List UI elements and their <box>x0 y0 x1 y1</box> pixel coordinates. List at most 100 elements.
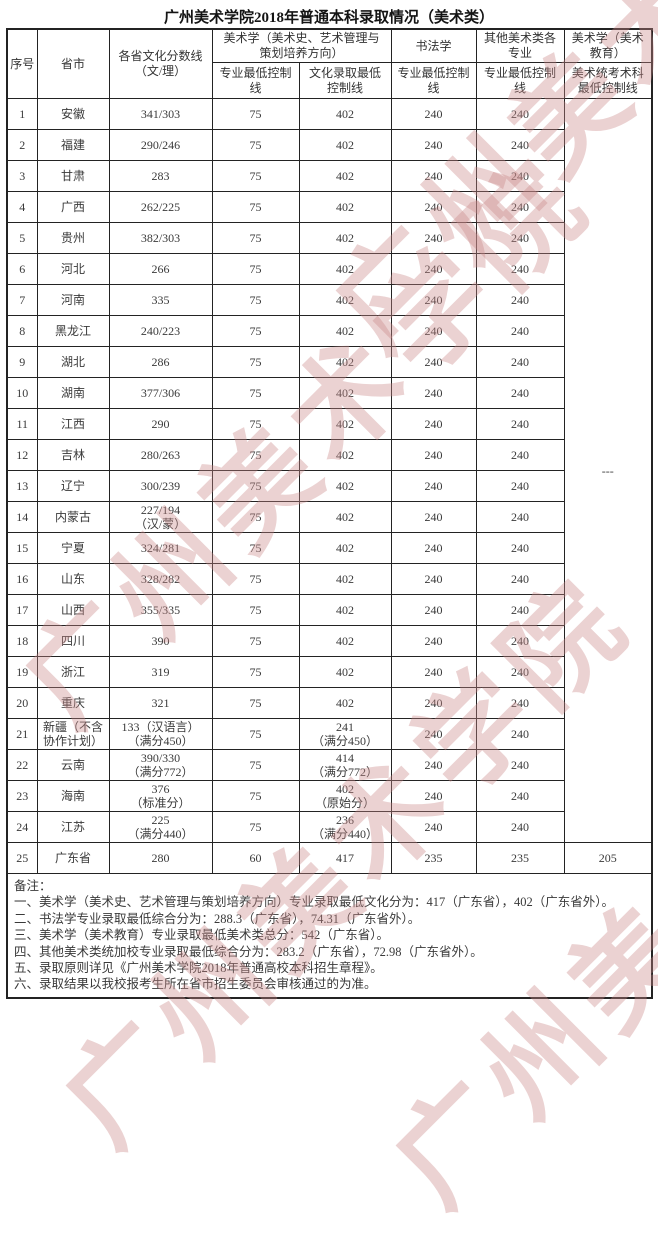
cell-calligraphy-min: 240 <box>390 315 477 347</box>
cell-province: 湖北 <box>36 346 110 378</box>
cell-culture-min: 402 <box>298 222 392 254</box>
cell-culture-min: 402 <box>298 377 392 409</box>
notes-section: 备注： 一、美术学（美术史、艺术管理与策划培养方向）专业录取最低文化分为：417… <box>6 872 653 999</box>
table-row: 1 安徽 341/303 75 402 240 240 --- <box>6 98 653 843</box>
cell-serial: 6 <box>6 253 38 285</box>
cell-province: 江西 <box>36 408 110 440</box>
cell-culture-min: 236 （满分440） <box>298 811 392 843</box>
cell-calligraphy-min: 240 <box>390 780 477 812</box>
cell-province: 河北 <box>36 253 110 285</box>
cell-culture-line: 286 <box>108 346 213 378</box>
cell-calligraphy-min: 240 <box>390 284 477 316</box>
cell-prof-min: 75 <box>211 470 300 502</box>
cell-province: 吉林 <box>36 439 110 471</box>
cell-province: 甘肃 <box>36 160 110 192</box>
cell-culture-line: 377/306 <box>108 377 213 409</box>
cell-prof-min: 75 <box>211 377 300 409</box>
table-row: 4 广西 262/225 75 402 240 240 <box>6 191 652 223</box>
cell-culture-min: 402 <box>298 129 392 161</box>
cell-calligraphy-min: 240 <box>390 160 477 192</box>
header-group-fine-arts: 美术学（美术史、艺术管理与 策划培养方向） <box>211 28 392 63</box>
note-line: 一、美术学（美术史、艺术管理与策划培养方向）专业录取最低文化分为：417（广东省… <box>14 895 615 910</box>
cell-other-min: 240 <box>475 656 565 688</box>
cell-calligraphy-min: 240 <box>390 625 477 657</box>
cell-calligraphy-min: 240 <box>390 749 477 781</box>
cell-other-min: 240 <box>475 718 565 750</box>
cell-culture-line: 382/303 <box>108 222 213 254</box>
note-line: 四、其他美术类统加校专业录取最低综合分为：283.2（广东省），72.98（广东… <box>14 944 483 959</box>
cell-other-min: 240 <box>475 98 565 130</box>
cell-prof-min: 75 <box>211 501 300 533</box>
table-row: 9 湖北 286 75 402 240 240 <box>6 346 652 378</box>
cell-culture-line: 266 <box>108 253 213 285</box>
cell-province: 黑龙江 <box>36 315 110 347</box>
cell-calligraphy-min: 240 <box>390 253 477 285</box>
cell-serial: 14 <box>6 501 38 533</box>
cell-culture-line: 355/335 <box>108 594 213 626</box>
cell-serial: 21 <box>6 718 38 750</box>
cell-prof-min: 75 <box>211 346 300 378</box>
cell-other-min: 235 <box>475 842 565 874</box>
header-province: 省市 <box>36 28 110 99</box>
cell-serial: 22 <box>6 749 38 781</box>
cell-culture-line: 319 <box>108 656 213 688</box>
cell-culture-min: 402 <box>298 501 392 533</box>
note-line: 五、录取原则详见《广州美术学院2018年普通高校本科招生章程》。 <box>14 961 383 976</box>
cell-other-min: 240 <box>475 625 565 657</box>
cell-province: 内蒙古 <box>36 501 110 533</box>
header-group-calligraphy: 书法学 <box>390 28 477 63</box>
cell-culture-min: 402 <box>298 160 392 192</box>
table-row: 14 内蒙古 227/194 （汉/蒙） 75 402 240 240 <box>6 501 652 533</box>
cell-prof-min: 75 <box>211 563 300 595</box>
cell-prof-min: 75 <box>211 160 300 192</box>
cell-serial: 9 <box>6 346 38 378</box>
cell-calligraphy-min: 240 <box>390 98 477 130</box>
table-row: 13 辽宁 300/239 75 402 240 240 <box>6 470 652 502</box>
cell-other-min: 240 <box>475 501 565 533</box>
cell-culture-line: 321 <box>108 687 213 719</box>
table-row: 3 甘肃 283 75 402 240 240 <box>6 160 652 192</box>
cell-prof-min: 75 <box>211 594 300 626</box>
cell-culture-min: 402 <box>298 284 392 316</box>
cell-other-min: 240 <box>475 563 565 595</box>
header-art-edu-min: 美术统考术科 最低控制线 <box>563 62 653 99</box>
cell-prof-min: 75 <box>211 718 300 750</box>
header-culture-admission-min: 文化录取最低 控制线 <box>298 62 392 99</box>
cell-culture-line: 283 <box>108 160 213 192</box>
cell-culture-line: 376 （标准分） <box>108 780 213 812</box>
cell-serial: 23 <box>6 780 38 812</box>
cell-prof-min: 75 <box>211 129 300 161</box>
cell-culture-line: 240/223 <box>108 315 213 347</box>
cell-serial: 8 <box>6 315 38 347</box>
cell-calligraphy-min: 240 <box>390 501 477 533</box>
admissions-table: 序号 省市 各省文化分数线 （文/理） 美术学（美术史、艺术管理与 策划培养方向… <box>6 28 654 999</box>
cell-calligraphy-min: 240 <box>390 222 477 254</box>
note-line: 二、书法学专业录取最低综合分为：288.3（广东省），74.31（广东省外）。 <box>14 911 421 926</box>
table-row: 25 广东省 280 60 417 235 235 205 <box>6 842 653 874</box>
cell-art-edu-min: 205 <box>563 842 653 874</box>
header-row-groups: 序号 省市 各省文化分数线 （文/理） 美术学（美术史、艺术管理与 策划培养方向… <box>6 28 653 99</box>
cell-calligraphy-min: 240 <box>390 718 477 750</box>
cell-culture-min: 402 <box>298 346 392 378</box>
cell-serial: 15 <box>6 532 38 564</box>
cell-province: 宁夏 <box>36 532 110 564</box>
cell-other-min: 240 <box>475 780 565 812</box>
cell-calligraphy-min: 240 <box>390 656 477 688</box>
cell-culture-line: 341/303 <box>108 98 213 130</box>
cell-serial: 17 <box>6 594 38 626</box>
table-row: 17 山西 355/335 75 402 240 240 <box>6 594 652 626</box>
cell-prof-min: 75 <box>211 656 300 688</box>
cell-prof-min: 75 <box>211 749 300 781</box>
cell-calligraphy-min: 240 <box>390 532 477 564</box>
cell-calligraphy-min: 235 <box>390 842 477 874</box>
cell-serial: 12 <box>6 439 38 471</box>
table-row: 10 湖南 377/306 75 402 240 240 <box>6 377 652 409</box>
cell-calligraphy-min: 240 <box>390 191 477 223</box>
cell-art-edu-dash: --- <box>563 98 653 843</box>
cell-serial: 2 <box>6 129 38 161</box>
table-row: 2 福建 290/246 75 402 240 240 <box>6 129 652 161</box>
cell-other-min: 240 <box>475 470 565 502</box>
cell-culture-line: 290/246 <box>108 129 213 161</box>
cell-province: 江苏 <box>36 811 110 843</box>
cell-prof-min: 75 <box>211 811 300 843</box>
